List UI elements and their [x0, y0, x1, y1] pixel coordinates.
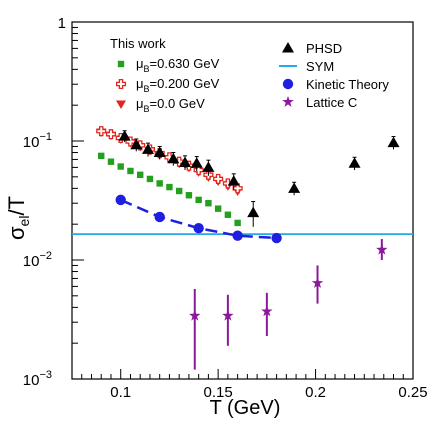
legend-label: μB=0.630 GeV — [136, 56, 220, 74]
point-phsd — [387, 136, 400, 148]
plot-frame — [71, 21, 414, 380]
legend-label: PHSD — [306, 41, 342, 56]
point-lattice-c — [376, 243, 388, 255]
y-axis-label-subscript: el — [16, 216, 32, 227]
legend-label: μB=0.200 GeV — [136, 76, 220, 94]
x-tick-label: 0.2 — [305, 384, 326, 401]
legend-marker — [282, 78, 294, 90]
x-tick-label: 0.1 — [110, 384, 131, 401]
point-phsd — [227, 175, 240, 186]
point-phsd — [153, 146, 166, 158]
x-tick-label: 0.15 — [204, 384, 233, 401]
point-phsd — [247, 206, 260, 218]
point-kinetic-theory — [271, 232, 282, 244]
x-axis-label: T (GeV) — [210, 397, 281, 419]
point-muB-0630 — [185, 192, 193, 199]
point-lattice-c — [189, 309, 201, 321]
point-kinetic-theory — [193, 223, 204, 234]
point-phsd — [141, 143, 154, 154]
y-tick-label: 1 — [58, 15, 66, 32]
point-kinetic-theory — [154, 211, 165, 223]
legend-label: μB=0.0 GeV — [136, 96, 205, 114]
y-axis-label-sigma: σ — [4, 226, 29, 240]
legend-marker — [117, 60, 125, 68]
point-lattice-c — [261, 305, 273, 317]
point-kinetic-theory — [115, 194, 126, 206]
point-muB-0630 — [117, 163, 124, 170]
y-axis-label: σel/T — [4, 196, 32, 240]
point-phsd — [190, 157, 203, 168]
point-phsd — [179, 156, 192, 167]
legend-marker — [116, 100, 126, 109]
point-muB-0630 — [127, 167, 134, 175]
legend-marker — [282, 96, 294, 107]
point-muB-0200 — [96, 126, 107, 137]
legend-label: SYM — [306, 59, 334, 74]
x-tick-label: 0.25 — [398, 384, 427, 401]
point-phsd — [167, 152, 180, 164]
legend-marker — [115, 78, 127, 90]
point-kinetic-theory — [232, 230, 243, 241]
point-phsd — [202, 161, 215, 172]
point-muB-0630 — [107, 158, 115, 165]
point-lattice-c — [311, 277, 324, 288]
point-muB-0200 — [213, 173, 224, 184]
legend-label: Kinetic Theory — [306, 77, 389, 92]
point-muB-0630 — [205, 200, 212, 207]
point-muB-0630 — [166, 183, 173, 191]
legend-title: This work — [110, 36, 166, 51]
point-muB-0630 — [146, 175, 154, 183]
y-tick-label: 10−2 — [23, 250, 52, 270]
point-phsd — [348, 157, 361, 168]
legend-label: Lattice C — [306, 95, 357, 110]
point-muB-0630 — [214, 205, 222, 212]
point-muB-0630 — [224, 211, 232, 218]
point-lattice-c — [222, 309, 234, 321]
y-axis-label-denominator: /T — [4, 196, 29, 216]
point-muB-0630 — [137, 171, 144, 178]
point-muB-0200 — [222, 178, 233, 189]
plot-area: 0.1 0.15 0.2 0.25 1 10−1 10−2 10−3 This work μB=0… — [23, 15, 428, 401]
point-muB-0630 — [175, 187, 183, 195]
point-muB-0630 — [195, 196, 202, 204]
point-phsd — [288, 182, 301, 193]
point-muB-0630 — [98, 152, 105, 160]
y-tick-label: 10−1 — [23, 131, 52, 151]
point-muB-0630 — [234, 219, 241, 227]
point-muB-0200 — [232, 183, 243, 194]
point-muB-0630 — [156, 180, 163, 187]
y-tick-label: 10−3 — [23, 369, 52, 389]
point-phsd — [130, 138, 143, 150]
point-muB-0200 — [193, 165, 204, 176]
point-phsd — [118, 130, 131, 141]
point-muB-0200 — [105, 129, 117, 140]
legend-marker — [282, 42, 294, 53]
